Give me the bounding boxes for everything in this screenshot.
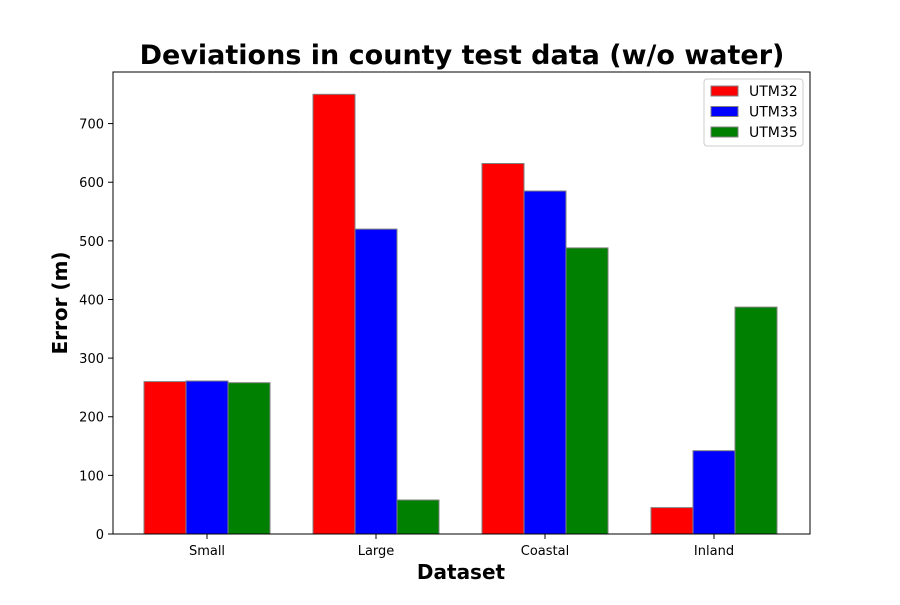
- bar-utm33-inland: [692, 450, 736, 535]
- y-axis-label: Error (m): [48, 251, 72, 354]
- x-tick-label-small: Small: [189, 544, 225, 559]
- y-tick-label: 400: [79, 293, 104, 308]
- legend-swatch-utm35: [710, 126, 739, 138]
- plot-frame: [112, 71, 811, 535]
- x-tick-label-inland: Inland: [694, 544, 734, 559]
- legend-swatch-utm33: [710, 106, 739, 117]
- y-tick-label: 0: [96, 528, 104, 543]
- bar-utm33-small: [185, 380, 229, 535]
- legend-label-utm33: UTM33: [749, 105, 798, 121]
- bar-utm35-coastal: [565, 247, 609, 535]
- bar-utm33-coastal: [523, 190, 567, 535]
- y-tick-label: 700: [79, 118, 104, 133]
- y-tick-label: 500: [79, 235, 104, 250]
- legend-swatch-utm32: [710, 85, 739, 97]
- bar-utm35-large: [396, 499, 440, 535]
- y-tick-label: 100: [79, 469, 104, 484]
- x-tick-label-large: Large: [358, 544, 395, 559]
- chart-title: Deviations in county test data (w/o wate…: [140, 40, 785, 71]
- x-axis: Small Large Coastal Inland: [189, 534, 734, 559]
- bar-utm35-inland: [734, 306, 778, 535]
- y-tick-label: 600: [79, 176, 104, 191]
- bar-utm33-large: [354, 228, 398, 535]
- bar-utm32-large: [312, 93, 356, 535]
- bar-utm32-coastal: [481, 163, 525, 535]
- bar-utm35-small: [227, 382, 271, 535]
- y-axis: 0 100 200 300 400 500 600 700: [79, 118, 113, 543]
- x-axis-label: Dataset: [417, 560, 506, 584]
- y-tick-label: 300: [79, 352, 104, 367]
- legend-label-utm35: UTM35: [749, 125, 798, 141]
- plot-area: [143, 93, 778, 535]
- bar-utm32-small: [143, 381, 187, 535]
- x-tick-label-coastal: Coastal: [521, 544, 569, 559]
- legend: UTM32 UTM33 UTM35: [703, 78, 804, 147]
- y-tick-label: 200: [79, 411, 104, 426]
- legend-label-utm32: UTM32: [749, 84, 798, 100]
- bar-utm32-inland: [650, 507, 694, 535]
